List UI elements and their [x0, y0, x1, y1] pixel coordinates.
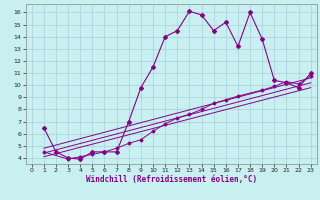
X-axis label: Windchill (Refroidissement éolien,°C): Windchill (Refroidissement éolien,°C) [86, 175, 257, 184]
